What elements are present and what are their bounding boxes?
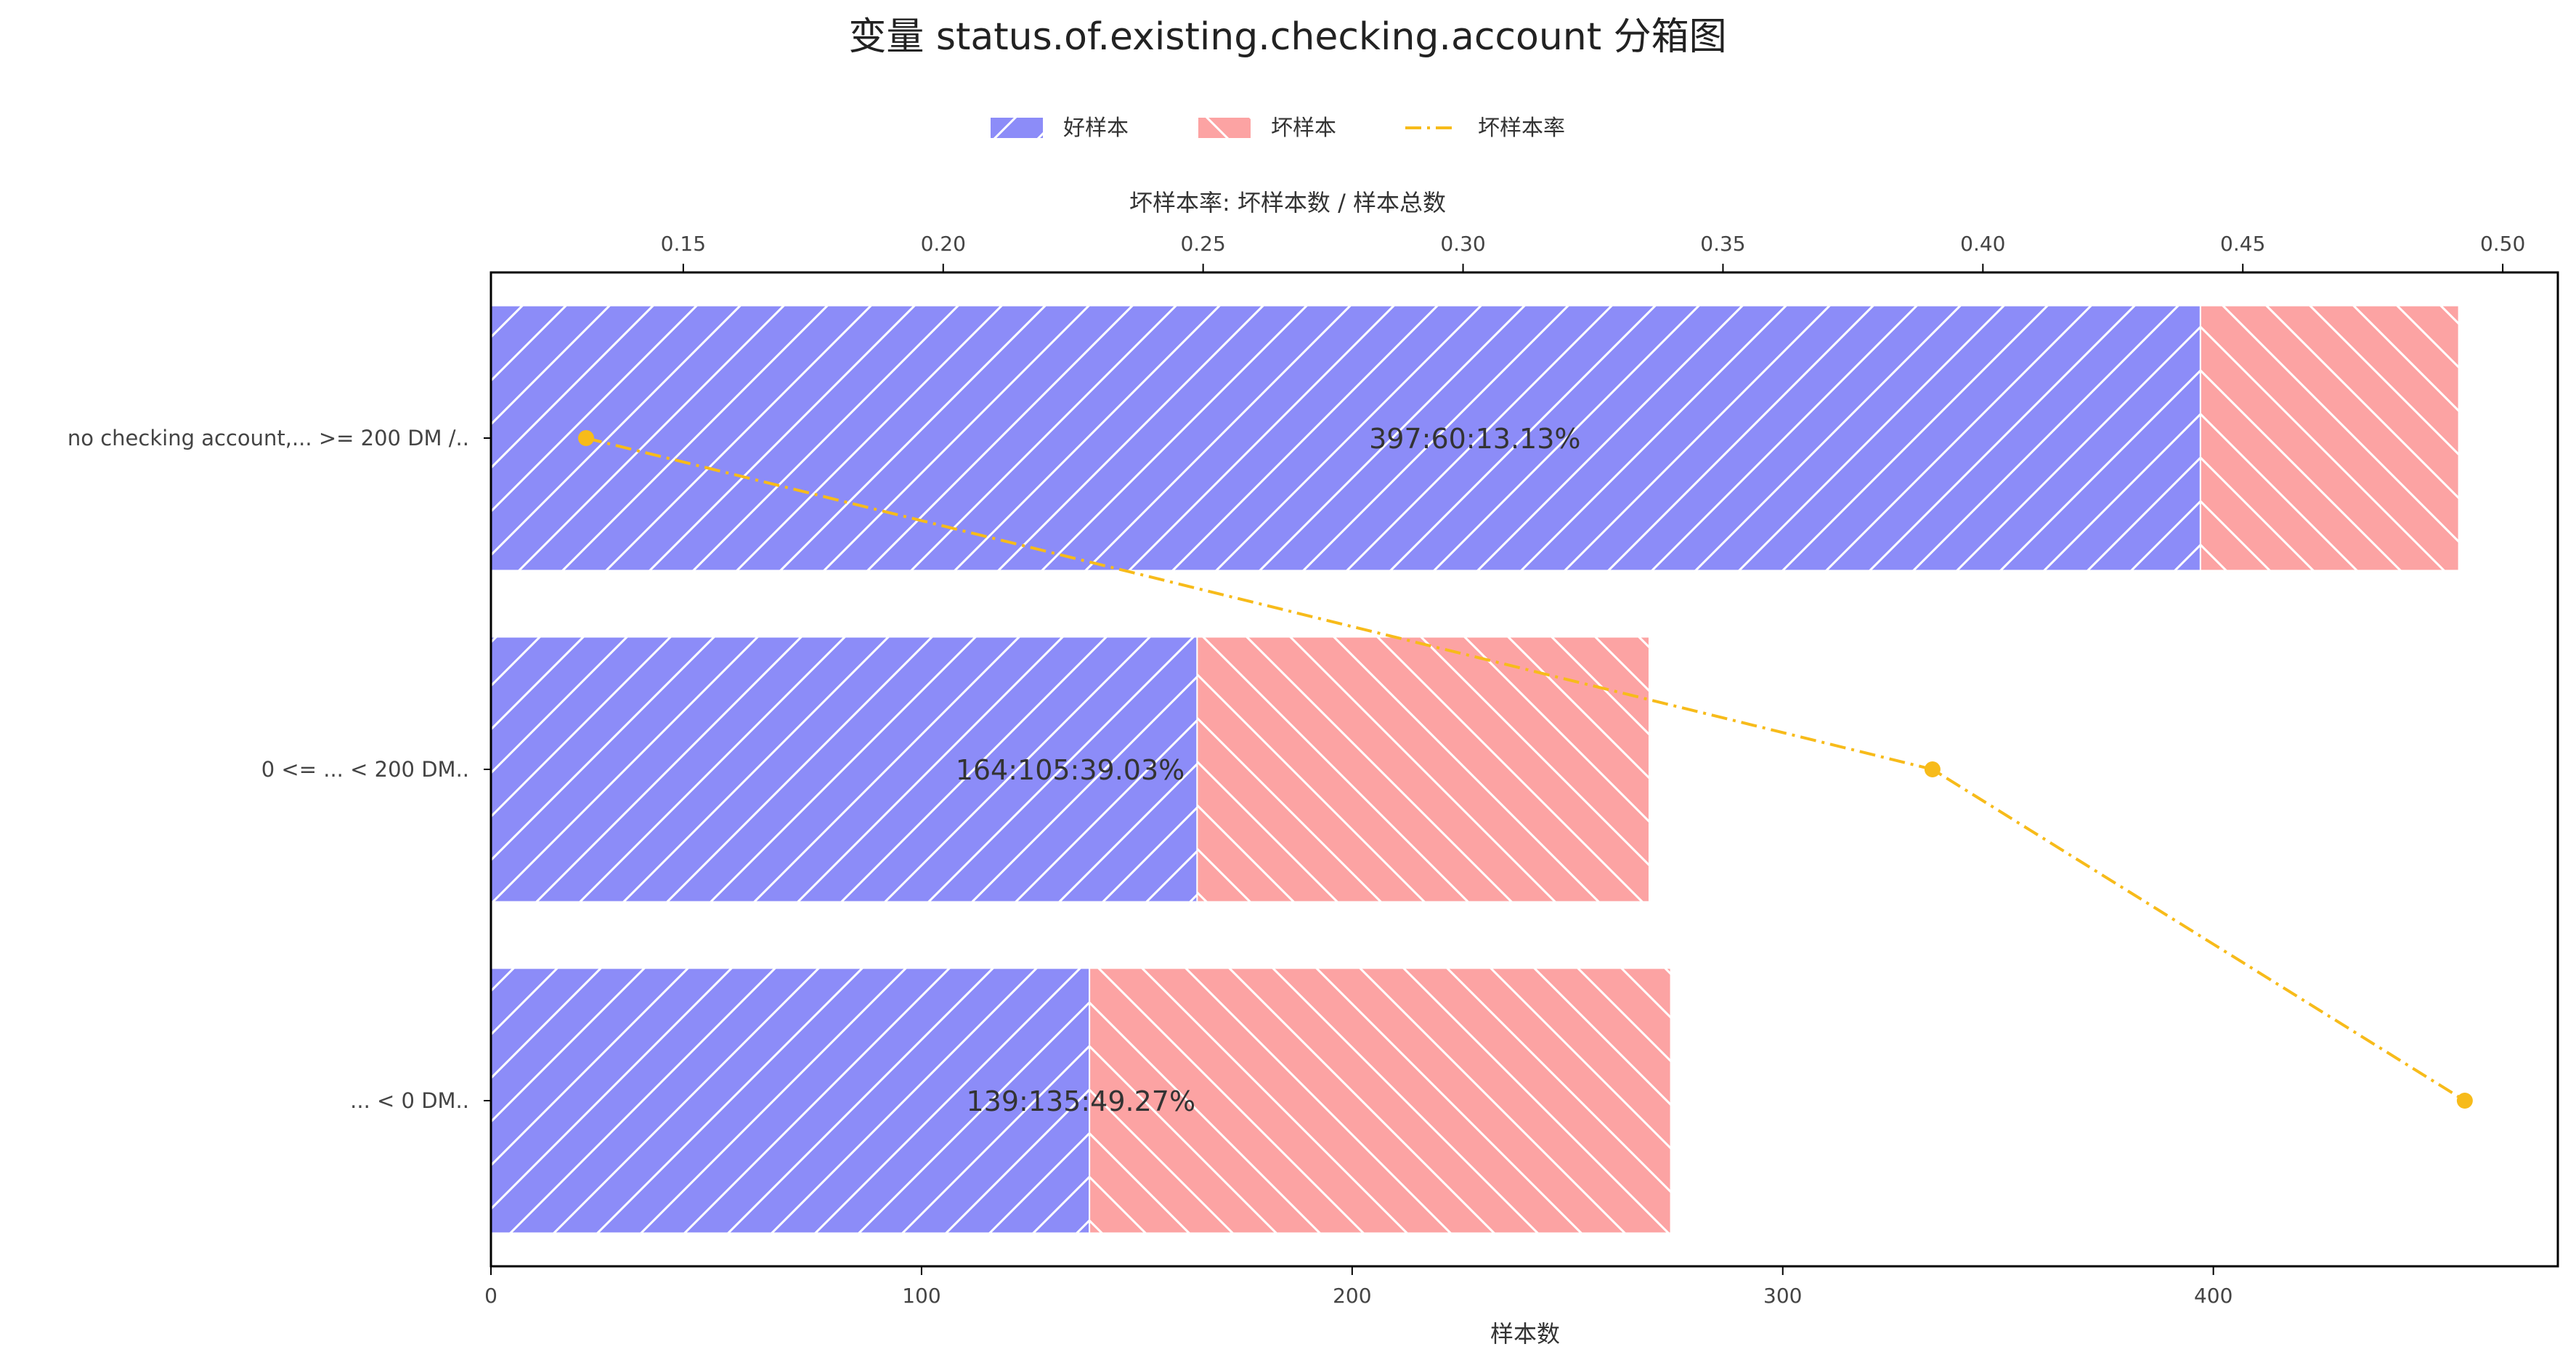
bar-bad-1 — [1196, 636, 1650, 903]
data-labels-layer: 397:60:13.13% 164:105:39.03% 139:135:49.27… — [956, 423, 1581, 1117]
bar-good-1 — [490, 636, 1198, 903]
top-tick-label-0: 0.15 — [661, 232, 706, 256]
bar-edge — [1089, 967, 1672, 1234]
bottom-axis-title: 样本数 — [1490, 1320, 1560, 1348]
bottom-tick-label-1: 100 — [902, 1284, 940, 1308]
bar-hatch — [1197, 636, 1649, 902]
data-label-0: 397:60:13.13% — [1369, 423, 1580, 455]
bar-hatch — [491, 305, 2201, 571]
legend-item-good: 好样本 — [991, 116, 1129, 141]
legend-swatch-hatch — [991, 118, 1043, 138]
bottom-tick-label-2: 200 — [1333, 1284, 1371, 1308]
bad-rate-point-0 — [577, 430, 594, 446]
bottom-tick-label-0: 0 — [484, 1284, 497, 1308]
legend-label: 坏样本 — [1271, 116, 1336, 141]
category-label-0: no checking account,... >= 200 DM /.. — [68, 426, 469, 450]
category-label-1: 0 <= ... < 200 DM.. — [261, 757, 469, 782]
bar-edge — [2199, 304, 2460, 572]
bad-rate-point-1 — [1924, 761, 1941, 777]
category-axis: no checking account,... >= 200 DM /.. 0 <… — [68, 426, 491, 1113]
bar-bad-2 — [1089, 967, 1672, 1234]
data-label-1: 164:105:39.03% — [956, 754, 1185, 786]
top-axis-title: 坏样本率: 坏样本数 / 样本总数 — [1129, 189, 1446, 216]
legend: 好样本 坏样本 坏样本率 — [991, 116, 1565, 141]
legend-item-bad-rate: 坏样本率 — [1405, 116, 1565, 141]
bars-layer — [490, 304, 2460, 1234]
top-tick-label-2: 0.25 — [1180, 232, 1225, 256]
bad-rate-line-layer — [577, 430, 2473, 1109]
top-tick-label-5: 0.40 — [1960, 232, 2005, 256]
bar-hatch — [491, 636, 1198, 902]
bar-hatch — [1089, 968, 1671, 1234]
bar-good-2 — [490, 967, 1091, 1234]
bar-hatch — [2200, 305, 2459, 571]
top-tick-label-7: 0.50 — [2480, 232, 2525, 256]
bad-rate-point-2 — [2456, 1093, 2473, 1109]
bar-hatch — [491, 968, 1090, 1234]
bottom-tick-label-3: 300 — [1763, 1284, 1802, 1308]
bottom-axis: 0 100 200 300 400 — [484, 1266, 2232, 1308]
legend-swatch-hatch — [1198, 118, 1251, 138]
chart-title: 变量 status.of.existing.checking.account 分… — [848, 15, 1726, 59]
bottom-tick-label-4: 400 — [2194, 1284, 2232, 1308]
top-tick-label-1: 0.20 — [921, 232, 966, 256]
top-tick-label-4: 0.35 — [1700, 232, 1745, 256]
legend-label: 坏样本率 — [1478, 116, 1565, 141]
top-tick-label-6: 0.45 — [2220, 232, 2265, 256]
top-axis: 0.15 0.20 0.25 0.30 0.35 0.40 0.45 0.50 — [661, 232, 2525, 272]
category-label-2: ... < 0 DM.. — [350, 1088, 469, 1113]
top-tick-label-3: 0.30 — [1440, 232, 1485, 256]
legend-label: 好样本 — [1063, 116, 1129, 141]
bar-bad-0 — [2199, 304, 2460, 572]
data-label-2: 139:135:49.27% — [967, 1085, 1196, 1117]
bar-good-0 — [490, 304, 2201, 572]
bar-edge — [1196, 636, 1650, 903]
legend-item-bad: 坏样本 — [1198, 116, 1336, 141]
